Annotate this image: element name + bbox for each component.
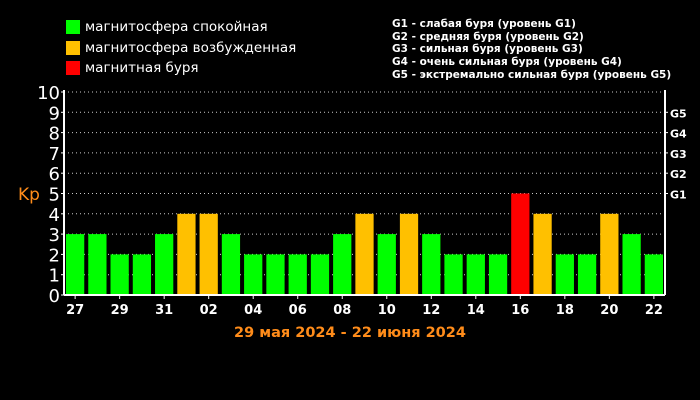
- y-tick-label: 6: [49, 164, 60, 185]
- y-tick-label: 7: [49, 144, 60, 165]
- bar: [310, 254, 330, 295]
- x-tick-label: 31: [155, 303, 173, 318]
- legend-label-storm: магнитная буря: [85, 60, 199, 77]
- g-level-tick-label: G4: [670, 128, 687, 141]
- x-tick-label: 04: [244, 303, 262, 318]
- y-tick-label: 9: [49, 103, 60, 124]
- legend-item-active: магнитосфера возбужденная: [66, 38, 296, 59]
- storm-level-g1: G1 - слабая буря (уровень G1): [392, 18, 576, 30]
- bar: [466, 254, 485, 295]
- y-tick-label: 3: [49, 225, 60, 246]
- g-level-tick-label: G3: [670, 148, 687, 161]
- legend-swatch-active: [66, 40, 80, 55]
- g-level-tick-label: G1: [670, 189, 687, 202]
- bar: [110, 254, 129, 295]
- storm-level-g4: G4 - очень сильная буря (уровень G4): [392, 56, 622, 69]
- y-tick-label: 1: [49, 266, 60, 287]
- x-tick-label: 10: [378, 303, 396, 318]
- x-tick-label: 12: [422, 303, 440, 318]
- x-tick-label: 02: [200, 303, 218, 318]
- storm-level-g3: G3 - сильная буря (уровень G3): [392, 43, 583, 56]
- y-tick-label: 10: [37, 83, 60, 104]
- bar: [577, 254, 597, 295]
- legend-label-quiet: магнитосфера спокойная: [85, 19, 268, 36]
- bar: [177, 213, 196, 295]
- bar: [355, 213, 374, 295]
- bar: [622, 234, 641, 295]
- legend-item-quiet: магнитосфера спокойная: [66, 17, 296, 38]
- legend-swatch-storm: [66, 61, 80, 76]
- bar: [399, 213, 419, 295]
- x-tick-label: 20: [600, 303, 618, 318]
- y-tick-label: 4: [49, 205, 60, 226]
- y-tick-label: 5: [49, 185, 60, 206]
- g-level-tick-label: G2: [670, 168, 687, 181]
- bar: [422, 234, 441, 295]
- y-tick-label: 8: [49, 124, 60, 145]
- bar: [155, 234, 174, 295]
- bar: [377, 234, 396, 295]
- bar: [511, 193, 530, 295]
- x-tick-label: 29: [111, 303, 129, 318]
- legend: магнитосфера спокойная магнитосфера возб…: [66, 17, 296, 79]
- bar: [600, 213, 619, 295]
- bar: [333, 234, 352, 295]
- x-tick-label: 06: [289, 303, 307, 318]
- x-tick-label: 22: [645, 303, 663, 318]
- bar: [88, 234, 107, 295]
- x-tick-label: 27: [66, 303, 84, 318]
- y-tick-label: 2: [49, 245, 60, 266]
- legend-item-storm: магнитная буря: [66, 58, 296, 79]
- x-tick-label: 18: [556, 303, 574, 318]
- bar: [66, 234, 85, 295]
- storm-level-list: G1 - слабая буря (уровень G1) G2 - средн…: [392, 18, 671, 82]
- bar: [288, 254, 307, 295]
- bar: [221, 234, 241, 295]
- x-tick-label: 16: [511, 303, 529, 318]
- x-tick-label: 08: [333, 303, 351, 318]
- y-tick-label: 0: [49, 286, 60, 307]
- legend-label-active: магнитосфера возбужденная: [85, 39, 297, 56]
- y-axis-label: Kp: [18, 185, 40, 205]
- bar: [244, 254, 263, 295]
- date-range: 29 мая 2024 - 22 июня 2024: [234, 325, 466, 341]
- bar: [444, 254, 463, 295]
- storm-level-g5: G5 - экстремально сильная буря (уровень …: [392, 68, 672, 81]
- x-tick-label: 14: [467, 303, 485, 318]
- storm-level-g2: G2 - средняя буря (уровень G2): [392, 30, 584, 43]
- bar: [555, 254, 574, 295]
- bar: [199, 213, 218, 295]
- bar: [533, 213, 552, 295]
- legend-swatch-quiet: [66, 20, 80, 35]
- bar: [488, 254, 508, 295]
- bar: [132, 254, 152, 295]
- bar: [644, 254, 663, 295]
- bar: [266, 254, 285, 295]
- g-level-tick-label: G5: [670, 107, 687, 120]
